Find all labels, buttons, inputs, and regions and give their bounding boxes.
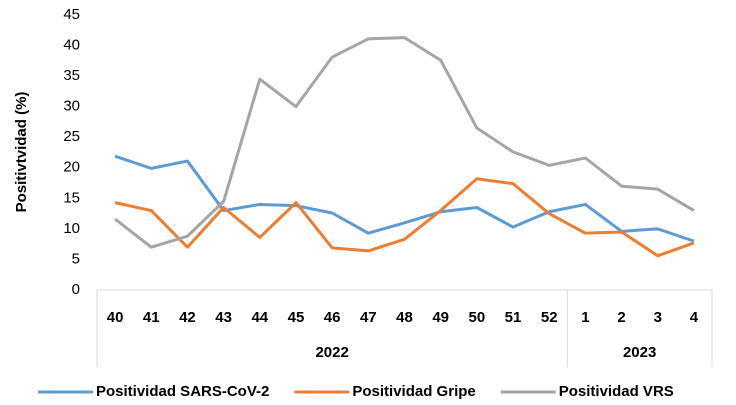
y-tick-label: 45 [63, 6, 80, 23]
legend-label: Positividad VRS [559, 383, 674, 400]
x-group-label: 2022 [315, 344, 348, 361]
x-tick-label: 49 [432, 309, 449, 326]
x-group-label: 2023 [623, 344, 656, 361]
x-tick-label: 51 [505, 309, 522, 326]
x-tick-label: 50 [469, 309, 486, 326]
legend-label: Positividad Gripe [352, 383, 475, 400]
x-tick-label: 48 [396, 309, 413, 326]
series-line [114, 177, 695, 258]
y-tick-label: 30 [63, 98, 80, 115]
x-tick-label: 45 [288, 309, 305, 326]
x-tick-label: 47 [360, 309, 377, 326]
x-tick-label: 44 [251, 309, 268, 326]
x-tick-label: 46 [324, 309, 341, 326]
y-tick-label: 35 [63, 67, 80, 84]
y-tick-label: 15 [63, 189, 80, 206]
x-tick-label: 43 [215, 309, 232, 326]
x-tick-label: 41 [143, 309, 160, 326]
y-tick-label: 0 [72, 281, 80, 298]
y-tick-label: 10 [63, 220, 80, 237]
x-tick-label: 52 [541, 309, 558, 326]
x-tick-label: 2 [617, 309, 625, 326]
x-tick-label: 4 [690, 309, 699, 326]
x-tick-label: 1 [581, 309, 589, 326]
x-tick-label: 3 [654, 309, 662, 326]
y-axis-label: Positivtvidad (%) [13, 92, 30, 213]
y-tick-label: 20 [63, 159, 80, 176]
legend-label: Positividad SARS-CoV-2 [96, 383, 269, 400]
y-tick-label: 5 [72, 250, 80, 267]
series-line [114, 154, 695, 243]
x-tick-label: 42 [179, 309, 196, 326]
y-tick-label: 40 [63, 37, 80, 54]
x-tick-label: 40 [107, 309, 124, 326]
series-line [114, 36, 695, 249]
y-tick-label: 25 [63, 128, 80, 145]
